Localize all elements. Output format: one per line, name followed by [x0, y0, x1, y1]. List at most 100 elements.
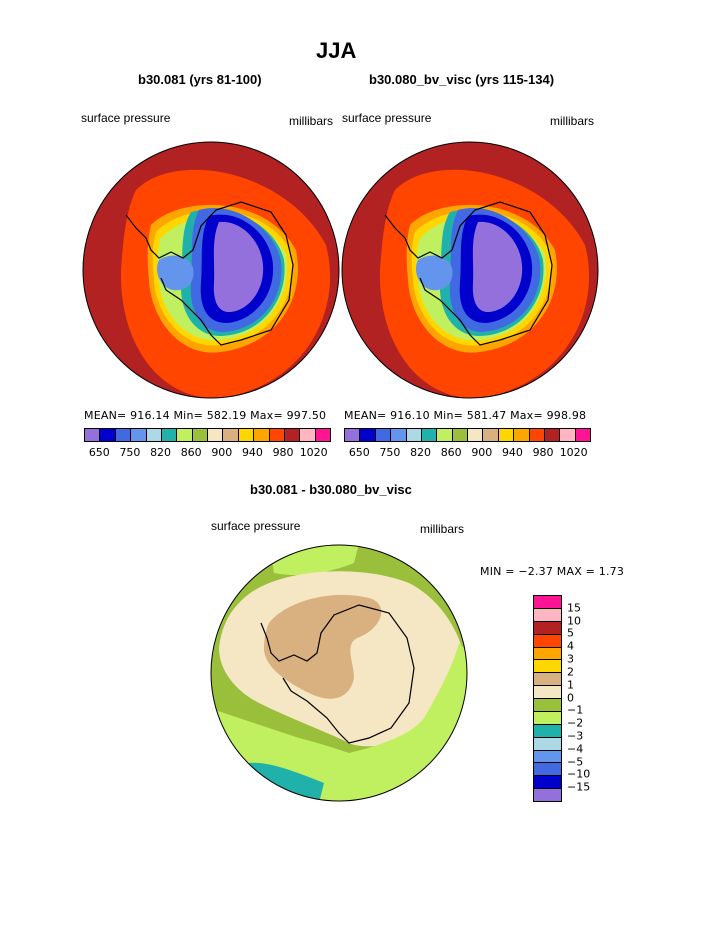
colorbar-swatch [534, 699, 561, 712]
colorbar-swatch [498, 429, 515, 441]
colorbar-tick-label: −2 [567, 716, 584, 730]
colorbar-swatch [529, 429, 545, 441]
left-polar-map [82, 141, 340, 399]
coastline [260, 604, 415, 744]
colorbar-swatch [437, 429, 453, 441]
map-region-peninsula [156, 255, 194, 291]
colorbar-tick-label: 0 [567, 691, 574, 704]
colorbar-tick-label: 2 [567, 665, 574, 679]
colorbar-swatch [514, 429, 530, 441]
colorbar-tick-label: 860 [440, 446, 462, 459]
colorbar-swatch [300, 429, 316, 441]
left-variable-label: surface pressure [81, 111, 171, 125]
colorbar-tick-label: 820 [150, 446, 172, 459]
colorbar-swatch [254, 429, 270, 441]
colorbar-swatch [161, 429, 178, 441]
colorbar-swatch [345, 429, 361, 441]
colorbar-swatch [146, 429, 162, 441]
colorbar-tick-label: 3 [567, 652, 574, 666]
left-units-label: millibars [289, 114, 334, 128]
colorbar-tick-label: 820 [410, 446, 432, 459]
colorbar-tick-label: 900 [211, 446, 233, 459]
colorbar-swatch [575, 429, 590, 441]
colorbar-tick-label: −5 [567, 755, 584, 769]
coastline [125, 201, 294, 346]
map-region-peninsula [415, 255, 453, 291]
colorbar-tick-label: 10 [567, 614, 581, 628]
diff-polar-map [210, 544, 468, 802]
right-stats: MEAN= 916.10 Min= 581.47 Max= 998.98 [344, 409, 587, 422]
page-title: JJA [316, 38, 357, 63]
colorbar-tick-label: 1 [567, 678, 574, 692]
colorbar-swatch [391, 429, 407, 441]
colorbar-swatch [115, 429, 132, 441]
colorbar-tick-label: −3 [567, 729, 584, 743]
colorbar-swatch [534, 724, 561, 738]
colorbar-swatch [560, 429, 576, 441]
colorbar-tick-label: 980 [272, 446, 294, 459]
colorbar-swatch [238, 429, 255, 441]
diff-units-label: millibars [420, 522, 465, 536]
colorbar-tick-label: 750 [379, 446, 401, 459]
right-panel-title: b30.080_bv_visc (yrs 115-134) [369, 72, 555, 87]
colorbar-swatch [534, 737, 561, 751]
colorbar-swatch [269, 429, 285, 441]
colorbar-swatch [534, 621, 561, 635]
coastline [384, 201, 553, 346]
colorbar-tick-label: 1020 [559, 446, 588, 459]
colorbar-swatch [534, 660, 561, 674]
colorbar-tick-label: −4 [567, 742, 584, 756]
colorbar-tick-label: 15 [567, 601, 581, 615]
colorbar-tick-label: −1 [567, 703, 584, 717]
colorbar-swatch [534, 789, 561, 801]
colorbar-tick-label: 940 [501, 446, 523, 459]
colorbar-swatch [534, 711, 561, 725]
colorbar-swatch [534, 634, 561, 648]
colorbar-swatch [131, 429, 147, 441]
colorbar-swatch [534, 608, 561, 622]
diff-region-minus2-band [211, 643, 467, 801]
left-colorbar-ticks: 650 750 820 860 900 940 980 1020 [84, 446, 329, 460]
colorbar-swatch [534, 750, 561, 764]
colorbar-swatch [421, 429, 438, 441]
colorbar-tick-label: 860 [180, 446, 202, 459]
right-colorbar [344, 428, 591, 442]
colorbar-swatch [100, 429, 116, 441]
left-colorbar [84, 428, 331, 442]
diff-variable-label: surface pressure [211, 519, 301, 533]
colorbar-swatch [192, 429, 208, 441]
diff-minmax: MIN = −2.37 MAX = 1.73 [480, 565, 625, 578]
colorbar-swatch [534, 596, 561, 609]
colorbar-swatch [534, 647, 561, 661]
diff-colorbar-ticks: 15 10 5 4 3 2 1 0 −1 −2 −3 −4 −5 −10 −15 [567, 595, 607, 800]
colorbar-swatch [483, 429, 499, 441]
colorbar-swatch [85, 429, 101, 441]
map-region-650 [213, 221, 264, 313]
colorbar-tick-label: −10 [567, 767, 591, 781]
colorbar-tick-label: −15 [567, 780, 591, 794]
right-colorbar-ticks: 650 750 820 860 900 940 980 1020 [344, 446, 589, 460]
colorbar-swatch [406, 429, 422, 441]
right-variable-label: surface pressure [342, 111, 432, 125]
colorbar-swatch [534, 776, 561, 790]
colorbar-tick-label: 980 [532, 446, 554, 459]
diff-region-one-to-two [264, 594, 382, 699]
colorbar-swatch [208, 429, 224, 441]
map-region-650 [472, 221, 523, 313]
colorbar-tick-label: 940 [241, 446, 263, 459]
colorbar-swatch [375, 429, 392, 441]
colorbar-tick-label: 1020 [299, 446, 328, 459]
left-stats: MEAN= 916.14 Min= 582.19 Max= 997.50 [84, 409, 327, 422]
colorbar-tick-label: 650 [88, 446, 110, 459]
colorbar-swatch [468, 429, 484, 441]
colorbar-swatch [544, 429, 561, 441]
right-units-label: millibars [550, 114, 595, 128]
diff-panel-title: b30.081 - b30.080_bv_visc [250, 482, 412, 497]
diff-colorbar [533, 595, 562, 802]
colorbar-swatch [452, 429, 468, 441]
colorbar-swatch [315, 429, 330, 441]
colorbar-tick-label: 900 [471, 446, 493, 459]
left-panel-title: b30.081 (yrs 81-100) [138, 72, 262, 87]
colorbar-swatch [534, 686, 561, 699]
right-polar-map [341, 141, 599, 399]
